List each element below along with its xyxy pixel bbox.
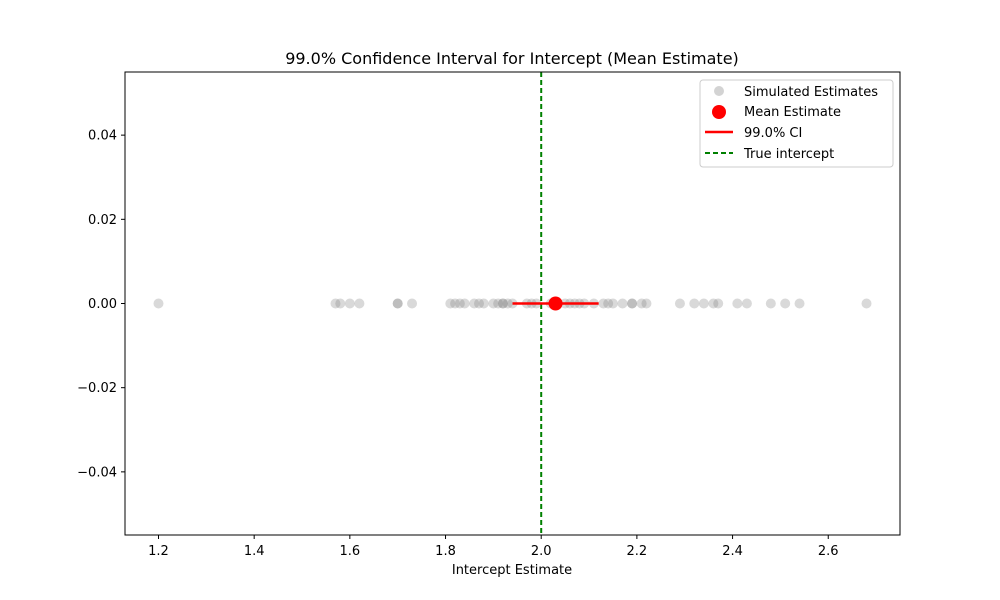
simulated-estimate-point	[732, 298, 743, 309]
simulated-estimate-point	[603, 298, 614, 309]
simulated-estimate-point	[497, 298, 508, 309]
simulated-estimate-point	[598, 298, 609, 309]
x-tick-label: 1.6	[340, 544, 361, 559]
y-tick-label: 0.02	[88, 213, 117, 228]
x-tick-label: 2.6	[818, 544, 839, 559]
marks-layer	[153, 72, 872, 535]
simulated-estimate-point	[641, 298, 652, 309]
y-tick-label: 0.00	[88, 297, 117, 312]
simulated-estimate-point	[488, 298, 499, 309]
legend-label-mean: Mean Estimate	[744, 105, 841, 120]
simulated-estimate-point	[698, 298, 709, 309]
simulated-estimate-point	[689, 298, 700, 309]
simulated-estimate-point	[765, 298, 776, 309]
legend-box	[699, 79, 894, 168]
x-axis: 1.2 1.4 1.6 1.8 2.0 2.2 2.4 2.6	[148, 535, 839, 559]
simulated-estimate-point	[474, 298, 485, 309]
legend-label-true: True intercept	[743, 147, 834, 162]
simulated-estimate-point	[392, 298, 403, 309]
simulated-estimate-point	[741, 298, 752, 309]
x-tick-label: 2.4	[722, 544, 743, 559]
simulated-estimate-point	[780, 298, 791, 309]
simulated-estimate-point	[708, 298, 719, 309]
simulated-estimate-point	[478, 298, 489, 309]
y-tick-label: −0.04	[77, 465, 117, 480]
simulated-estimate-point	[445, 298, 456, 309]
simulated-estimate-point	[497, 298, 508, 309]
simulated-estimate-point	[392, 298, 403, 309]
x-tick-label: 1.8	[435, 544, 456, 559]
simulated-estimate-point	[617, 298, 628, 309]
legend-marker-mean	[712, 105, 726, 119]
y-tick-label: −0.02	[77, 381, 117, 396]
simulated-estimate-point	[407, 298, 418, 309]
x-axis-label: Intercept Estimate	[452, 563, 572, 578]
simulated-estimate-point	[627, 298, 638, 309]
simulated-estimate-point	[330, 298, 341, 309]
simulated-estimate-point	[450, 298, 461, 309]
simulated-estimate-point	[459, 298, 470, 309]
simulated-estimate-point	[861, 298, 872, 309]
legend-label-simulated: Simulated Estimates	[744, 85, 878, 100]
chart-title: 99.0% Confidence Interval for Intercept …	[285, 49, 739, 68]
simulated-estimate-point	[674, 298, 685, 309]
x-tick-label: 1.2	[148, 544, 169, 559]
x-tick-label: 2.0	[531, 544, 552, 559]
simulated-estimate-point	[493, 298, 504, 309]
plot-frame	[124, 71, 901, 536]
simulated-estimate-point	[502, 298, 513, 309]
simulated-estimate-point	[335, 298, 346, 309]
simulated-estimate-point	[794, 298, 805, 309]
simulated-estimate-point	[469, 298, 480, 309]
x-tick-label: 2.2	[627, 544, 648, 559]
simulated-estimate-point	[627, 298, 638, 309]
simulated-estimate-point	[454, 298, 465, 309]
y-tick-label: 0.04	[88, 129, 117, 144]
y-axis: 0.04 0.02 0.00 −0.02 −0.04	[77, 129, 125, 480]
mean-estimate-point	[548, 296, 563, 311]
simulated-estimate-point	[713, 298, 724, 309]
simulated-estimate-point	[636, 298, 647, 309]
simulated-estimate-point	[344, 298, 355, 309]
legend: Simulated Estimates Mean Estimate 99.0% …	[699, 79, 894, 168]
legend-marker-simulated	[714, 86, 724, 96]
legend-label-ci: 99.0% CI	[744, 126, 802, 141]
x-tick-label: 1.4	[244, 544, 265, 559]
simulated-estimate-point	[607, 298, 618, 309]
simulated-estimate-point	[354, 298, 365, 309]
simulated-estimate-point	[153, 298, 164, 309]
